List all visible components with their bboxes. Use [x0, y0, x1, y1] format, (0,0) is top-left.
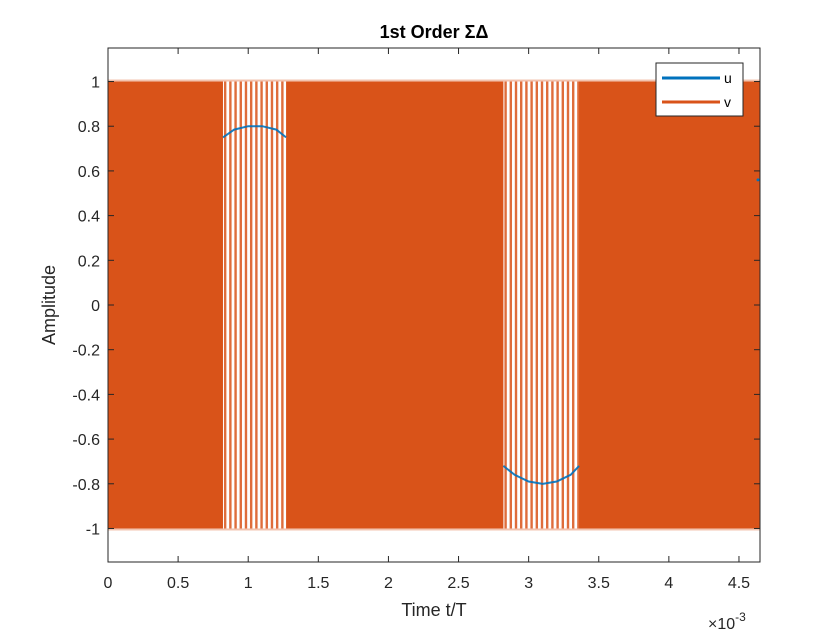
y-axis-ticks: 1 0.8 0.6 0.4 0.2 0 -0.2 -0.4 -0.6 -0.8 -1: [72, 75, 760, 538]
series-v-pulse: [551, 81, 554, 529]
x-tick-label: 1.5: [307, 575, 329, 592]
x-tick-label: 2.5: [447, 575, 469, 592]
x-tick-label: 0: [104, 575, 113, 592]
y-tick-label: -0.4: [72, 387, 100, 404]
series-v-pulse: [577, 81, 580, 529]
series-v-lower-edge: [108, 528, 760, 531]
legend-label-u: u: [724, 70, 732, 86]
series-v-pulse: [239, 81, 242, 529]
series-v-pulse: [260, 81, 263, 529]
x-axis-label: Time t/T: [401, 600, 466, 620]
legend-label-v: v: [724, 94, 731, 110]
series-v-upper-edge: [108, 79, 760, 82]
y-tick-label: -0.2: [72, 343, 100, 360]
y-tick-label: 0.4: [78, 209, 100, 226]
series-u-segment-1: [502, 465, 580, 485]
series-v-pulse: [255, 81, 258, 529]
x-tick-label: 0.5: [167, 575, 189, 592]
y-tick-label: -0.8: [72, 477, 100, 494]
series-v-pulse: [244, 81, 248, 529]
x-tick-label: 4.5: [728, 575, 750, 592]
series-u-segment-0: [222, 125, 287, 139]
series-v-pulse: [223, 81, 227, 529]
series-v-pulse: [281, 81, 284, 529]
y-tick-label: 0.8: [78, 119, 100, 136]
x-tick-label: 3.5: [588, 575, 610, 592]
y-tick-label: 0.2: [78, 253, 100, 270]
series-v-pulse: [525, 81, 528, 529]
series-v-pulse: [566, 81, 570, 529]
series-u-point-2: [756, 178, 760, 182]
x-tick-label: 3: [524, 575, 533, 592]
series-v-pulse: [530, 81, 533, 529]
series-v-pulse: [270, 81, 274, 529]
series-v-pulse: [509, 81, 513, 529]
series-v-sparse-region-0: [222, 81, 287, 529]
legend-box: [655, 62, 744, 117]
x-axis-exponent: ×10-3: [708, 610, 746, 630]
y-tick-label: -1: [86, 521, 100, 538]
x-exponent-power: -3: [735, 610, 746, 624]
y-tick-label: 0: [91, 298, 100, 315]
y-tick-label: -0.6: [72, 432, 100, 449]
x-tick-label: 4: [664, 575, 673, 592]
x-exponent-prefix: ×10: [708, 616, 735, 630]
series-v-pulse: [229, 81, 232, 529]
legend: u v: [655, 62, 744, 117]
x-tick-label: 2: [384, 575, 393, 592]
y-axis-label: Amplitude: [39, 265, 59, 345]
series-v-pulse: [556, 81, 559, 529]
x-tick-label: 1: [244, 575, 253, 592]
y-tick-label: 1: [91, 75, 100, 92]
x-axis-ticks: 0 0.5 1 1.5 2 2.5 3 3.5 4 4.5: [104, 48, 750, 592]
series-v-pulse: [540, 81, 544, 529]
chart-title: 1st Order ΣΔ: [380, 22, 489, 42]
series-v-pulse: [572, 81, 575, 529]
series-v-band: [108, 81, 760, 529]
series-v-pulse: [265, 81, 268, 529]
series-v-sparse-region-1: [503, 81, 580, 529]
series-v-pulse: [504, 81, 507, 529]
series-u-layer: [222, 125, 760, 485]
series-v-pulse: [520, 81, 523, 529]
series-v-pulse: [275, 81, 279, 529]
series-v-pulse: [561, 81, 565, 529]
series-v-pulse: [234, 81, 237, 529]
y-tick-label: 0.6: [78, 164, 100, 181]
sparse-region-bg: [222, 81, 287, 529]
series-v-pulse: [514, 81, 518, 529]
svg-text:×10-3: ×10-3: [708, 610, 746, 630]
series-v-pulse: [249, 81, 253, 529]
plot-area: [108, 79, 760, 531]
series-v-pulse: [546, 81, 549, 529]
series-v-pulse: [535, 81, 539, 529]
